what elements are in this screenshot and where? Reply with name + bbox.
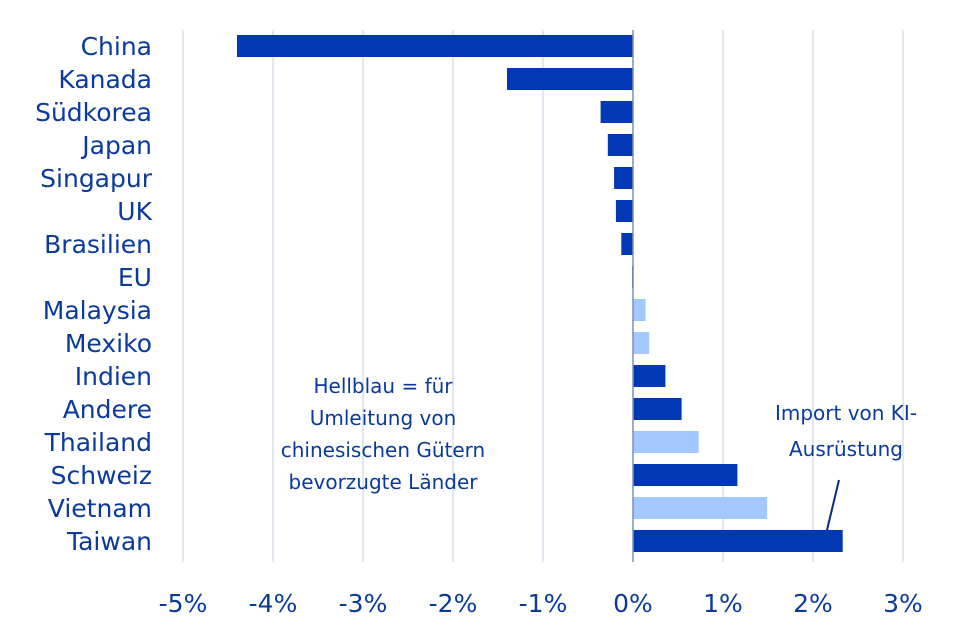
bar-singapur <box>614 167 633 189</box>
category-label: Japan <box>80 131 152 160</box>
x-tick-labels: -5% -4% -3% -2% -1% 0% 1% 2% 3% <box>159 589 923 618</box>
x-tick-label: 2% <box>793 589 833 618</box>
legend-annotation-line: Umleitung von <box>310 406 457 430</box>
bar-thailand <box>633 431 699 453</box>
legend-annotation-line: chinesischen Gütern <box>281 438 485 462</box>
legend-annotation: Hellblau = für Umleitung von chinesische… <box>281 374 485 494</box>
category-label: EU <box>118 263 152 292</box>
category-label: Mexiko <box>65 329 152 358</box>
x-tick-label: -1% <box>519 589 568 618</box>
legend-annotation-line: Hellblau = für <box>313 374 453 398</box>
category-label: Kanada <box>58 65 152 94</box>
category-label: Andere <box>63 395 152 424</box>
bar-kanada <box>507 68 633 90</box>
bar-taiwan <box>633 530 843 552</box>
category-label: China <box>81 32 152 61</box>
x-tick-label: -3% <box>339 589 388 618</box>
category-label: Brasilien <box>44 230 152 259</box>
category-label: Malaysia <box>43 296 152 325</box>
x-tick-label: 0% <box>613 589 653 618</box>
x-tick-label: -4% <box>249 589 298 618</box>
bar-japan <box>607 134 633 156</box>
bar-uk <box>615 200 633 222</box>
category-label: Singapur <box>40 164 153 193</box>
bars <box>237 35 843 552</box>
x-tick-label: 3% <box>883 589 923 618</box>
bar-indien <box>633 365 666 387</box>
x-tick-label: -5% <box>159 589 208 618</box>
bar-mexiko <box>633 332 650 354</box>
bar-brasilien <box>621 233 633 255</box>
bar-malaysia <box>633 299 646 321</box>
bar-südkorea <box>600 101 633 123</box>
category-label: Taiwan <box>66 527 152 556</box>
category-label: Thailand <box>44 428 152 457</box>
category-labels: China Kanada Südkorea Japan Singapur UK Brasil… <box>35 32 153 556</box>
category-label: Vietnam <box>48 494 152 523</box>
category-label: UK <box>117 197 152 226</box>
category-label: Indien <box>75 362 152 391</box>
x-tick-label: 1% <box>703 589 743 618</box>
taiwan-annotation-line: Import von KI- <box>775 401 917 425</box>
gridlines <box>182 30 904 562</box>
category-label: Südkorea <box>35 98 152 127</box>
bar-vietnam <box>633 497 768 519</box>
taiwan-annotation-line: Ausrüstung <box>789 437 903 461</box>
bar-china <box>237 35 633 57</box>
legend-annotation-line: bevorzugte Länder <box>289 470 479 494</box>
bar-schweiz <box>633 464 738 486</box>
x-tick-label: -2% <box>429 589 478 618</box>
taiwan-annotation: Import von KI- Ausrüstung <box>775 401 917 531</box>
taiwan-annotation-pointer <box>826 479 840 531</box>
bar-andere <box>633 398 682 420</box>
category-label: Schweiz <box>51 461 152 490</box>
